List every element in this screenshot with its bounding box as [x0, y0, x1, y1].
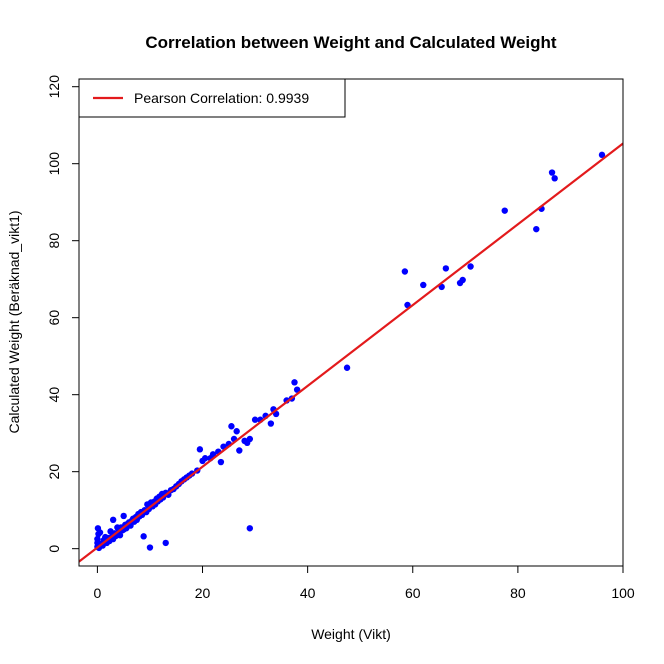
y-axis-label: Calculated Weight (Beräknad_vikt1)	[6, 210, 22, 433]
data-point	[267, 420, 275, 427]
y-axis: 0 20 40 60 80 100 120	[46, 75, 79, 553]
data-point	[228, 423, 235, 430]
legend-box	[78, 78, 346, 118]
data-point	[96, 529, 104, 536]
data-point	[459, 276, 466, 284]
data-point	[501, 207, 508, 214]
data-point	[533, 225, 540, 233]
data-point	[442, 265, 450, 272]
y-tick-label: 40	[46, 387, 62, 403]
data-point	[467, 263, 474, 270]
data-point	[236, 447, 243, 454]
data-point	[162, 539, 169, 547]
data-point	[140, 533, 147, 540]
data-point	[201, 455, 209, 462]
x-tick-label: 60	[405, 585, 421, 601]
data-point	[94, 535, 101, 543]
data-point	[196, 446, 204, 453]
x-axis-label: Weight (Vikt)	[311, 626, 391, 642]
data-point	[420, 281, 427, 289]
x-tick-label: 20	[195, 585, 211, 601]
data-point	[551, 175, 558, 182]
x-tick-label: 40	[300, 585, 316, 601]
data-point	[246, 525, 254, 532]
data-point	[293, 386, 301, 393]
y-tick-label: 120	[46, 75, 62, 99]
data-point	[146, 544, 154, 551]
plot-area	[79, 142, 623, 563]
y-tick-label: 20	[46, 464, 62, 480]
data-point	[233, 428, 240, 435]
x-tick-label: 80	[510, 585, 526, 601]
data-point	[217, 458, 225, 466]
plot-frame	[78, 78, 624, 567]
y-tick-label: 60	[46, 310, 62, 326]
legend-label: Pearson Correlation: 0.9939	[134, 90, 309, 106]
y-tick-label: 80	[46, 233, 62, 249]
x-axis: 0 20 40 60 80 100	[93, 566, 635, 601]
data-point	[598, 151, 606, 159]
data-point	[291, 379, 298, 386]
data-point	[116, 532, 124, 539]
data-point	[251, 416, 259, 423]
data-point	[401, 268, 409, 275]
legend: Pearson Correlation: 0.9939	[78, 78, 346, 118]
x-tick-label: 100	[611, 585, 635, 601]
data-point	[120, 512, 127, 520]
fit-line	[79, 142, 623, 563]
data-point	[343, 364, 351, 371]
data-point	[548, 169, 556, 176]
data-point	[246, 435, 254, 443]
data-point	[109, 516, 117, 523]
y-tick-label: 100	[46, 152, 62, 176]
y-tick-label: 0	[46, 545, 62, 553]
chart-title: Correlation between Weight and Calculate…	[145, 33, 557, 52]
x-tick-label: 0	[93, 585, 101, 601]
data-point	[209, 451, 217, 458]
